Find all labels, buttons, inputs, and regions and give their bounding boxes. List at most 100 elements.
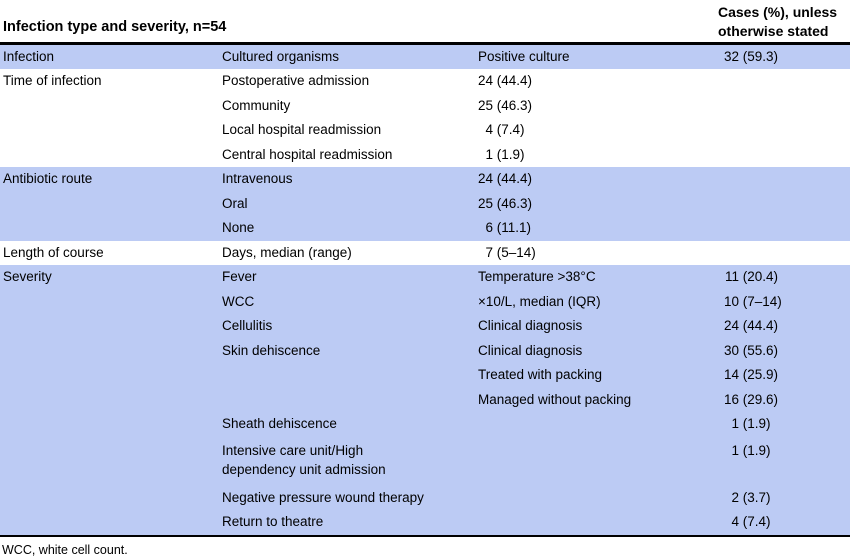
value-integer: 1: [485, 146, 493, 162]
value-integer: 6: [485, 220, 493, 236]
value-integer: 24: [478, 73, 494, 89]
value-integer: 25: [478, 97, 494, 113]
detail-cell: 6 (11.1): [478, 216, 724, 241]
cell-text: Positive culture: [478, 48, 570, 64]
table-row: Intensive care unit/High dependency unit…: [0, 436, 850, 486]
label-cell: Community: [222, 94, 478, 119]
value-integer: 32: [724, 48, 740, 64]
detail-cell: Treated with packing: [478, 363, 724, 388]
detail-cell: Clinical diagnosis: [478, 339, 724, 364]
value-cell: 14 (25.9): [724, 367, 779, 383]
label-cell: Postoperative admission: [222, 69, 478, 94]
cell-text: Length of course: [3, 244, 104, 260]
value-cell: [724, 216, 850, 241]
label-cell: Sheath dehiscence: [222, 412, 478, 437]
table-row: Time of infection Postoperative admission…: [0, 69, 850, 94]
cell-text: Postoperative admission: [222, 73, 370, 89]
category-cell: [0, 363, 222, 388]
cell-text: Infection: [3, 48, 55, 64]
cell-text: Intensive care unit/High dependency unit…: [222, 442, 386, 478]
value-integer: 25: [478, 195, 494, 211]
value-cell: 10 (7–14): [724, 293, 782, 309]
table-row: Skin dehiscence Clinical diagnosis 30 (55.…: [0, 338, 850, 364]
cell-text: Sheath dehiscence: [222, 416, 337, 432]
table-row: Cellulitis Clinical diagnosis 24 (44.4): [0, 314, 850, 339]
value-integer: 2: [731, 489, 739, 505]
label-cell: Intravenous: [222, 167, 478, 192]
table-title: Infection type and severity, n=54: [3, 19, 227, 35]
value-integer: 14: [724, 367, 740, 383]
table-row: Length of course Days, median (range) 7 (5…: [0, 240, 850, 266]
cell-text: Return to theatre: [222, 514, 324, 530]
cell-text: Temperature >38°C: [478, 269, 596, 285]
label-cell: Skin dehiscence: [222, 339, 478, 364]
value-cell: [724, 192, 850, 217]
cell-text: Intravenous: [222, 171, 293, 187]
cell-text: Cultured organisms: [222, 48, 340, 64]
value-cell: [724, 241, 850, 266]
category-cell: [0, 339, 222, 364]
category-cell: Time of infection: [0, 69, 222, 94]
table-footnote: WCC, white cell count.: [2, 543, 128, 556]
table-row: Antibiotic route Intravenous 24 (44.4): [0, 167, 850, 192]
value-cell: 4 (7.4): [724, 510, 850, 535]
value-cell: [724, 167, 850, 192]
cell-text: Severity: [3, 269, 52, 285]
table-row: WCC ×10/L, median (IQR) 10 (7–14): [0, 289, 850, 315]
value-integer: 1: [731, 442, 739, 458]
table-header: Infection type and severity, n=54 Cases …: [0, 0, 850, 42]
cell-text: Central hospital readmission: [222, 146, 393, 162]
label-cell: Days, median (range): [222, 241, 478, 266]
detail-cell: 24 (44.4): [478, 171, 533, 187]
cell-text: WCC: [222, 293, 255, 309]
cell-text: Managed without packing: [478, 391, 632, 407]
detail-cell: 24 (44.4): [478, 73, 533, 89]
value-cell: [724, 143, 850, 168]
detail-cell: [478, 412, 724, 437]
cell-text: Community: [222, 97, 291, 113]
table-row: None 6 (11.1): [0, 216, 850, 241]
category-cell: Length of course: [0, 241, 222, 266]
value-cell: 1 (1.9): [724, 437, 850, 486]
category-cell: [0, 412, 222, 437]
category-cell: [0, 143, 222, 168]
value-cell: [724, 94, 850, 119]
category-cell: Antibiotic route: [0, 167, 222, 192]
header-rule: [0, 42, 850, 45]
detail-cell: Temperature >38°C: [478, 265, 724, 290]
value-integer: 24: [478, 171, 494, 187]
value-integer: 1: [731, 416, 739, 432]
label-cell: [222, 363, 478, 388]
label-cell: Negative pressure wound therapy: [222, 486, 478, 511]
category-cell: [0, 510, 222, 535]
value-cell: [724, 69, 850, 94]
table-row: Return to theatre 4 (7.4): [0, 510, 850, 535]
value-integer: 16: [724, 391, 740, 407]
category-cell: [0, 314, 222, 339]
category-cell: [0, 290, 222, 315]
label-cell: None: [222, 216, 478, 241]
category-cell: [0, 192, 222, 217]
value-cell: 24 (44.4): [724, 318, 779, 334]
category-cell: Infection: [0, 45, 222, 70]
value-cell: 32 (59.3): [724, 48, 779, 64]
category-cell: [0, 437, 222, 486]
table-body: Infection Cultured organisms Positive cult…: [0, 44, 850, 535]
detail-cell: 25 (46.3): [478, 195, 533, 211]
category-cell: Severity: [0, 265, 222, 290]
value-integer: 30: [724, 342, 740, 358]
table-row: Severity Fever Temperature >38°C 11 (20.4): [0, 265, 850, 290]
label-cell: Fever: [222, 265, 478, 290]
table-row: Infection Cultured organisms Positive cult…: [0, 44, 850, 70]
table-row: Sheath dehiscence 1 (1.9): [0, 412, 850, 437]
detail-cell: [478, 437, 724, 486]
category-cell: [0, 94, 222, 119]
cell-text: Clinical diagnosis: [478, 318, 583, 334]
cell-text: None: [222, 220, 255, 236]
detail-cell: 7 (5–14): [478, 241, 724, 266]
category-cell: [0, 388, 222, 413]
cases-column-header: Cases (%), unless otherwise stated: [718, 4, 838, 39]
cell-text: Time of infection: [3, 73, 102, 89]
cell-text: Antibiotic route: [3, 171, 93, 187]
cell-text: Negative pressure wound therapy: [222, 489, 424, 505]
